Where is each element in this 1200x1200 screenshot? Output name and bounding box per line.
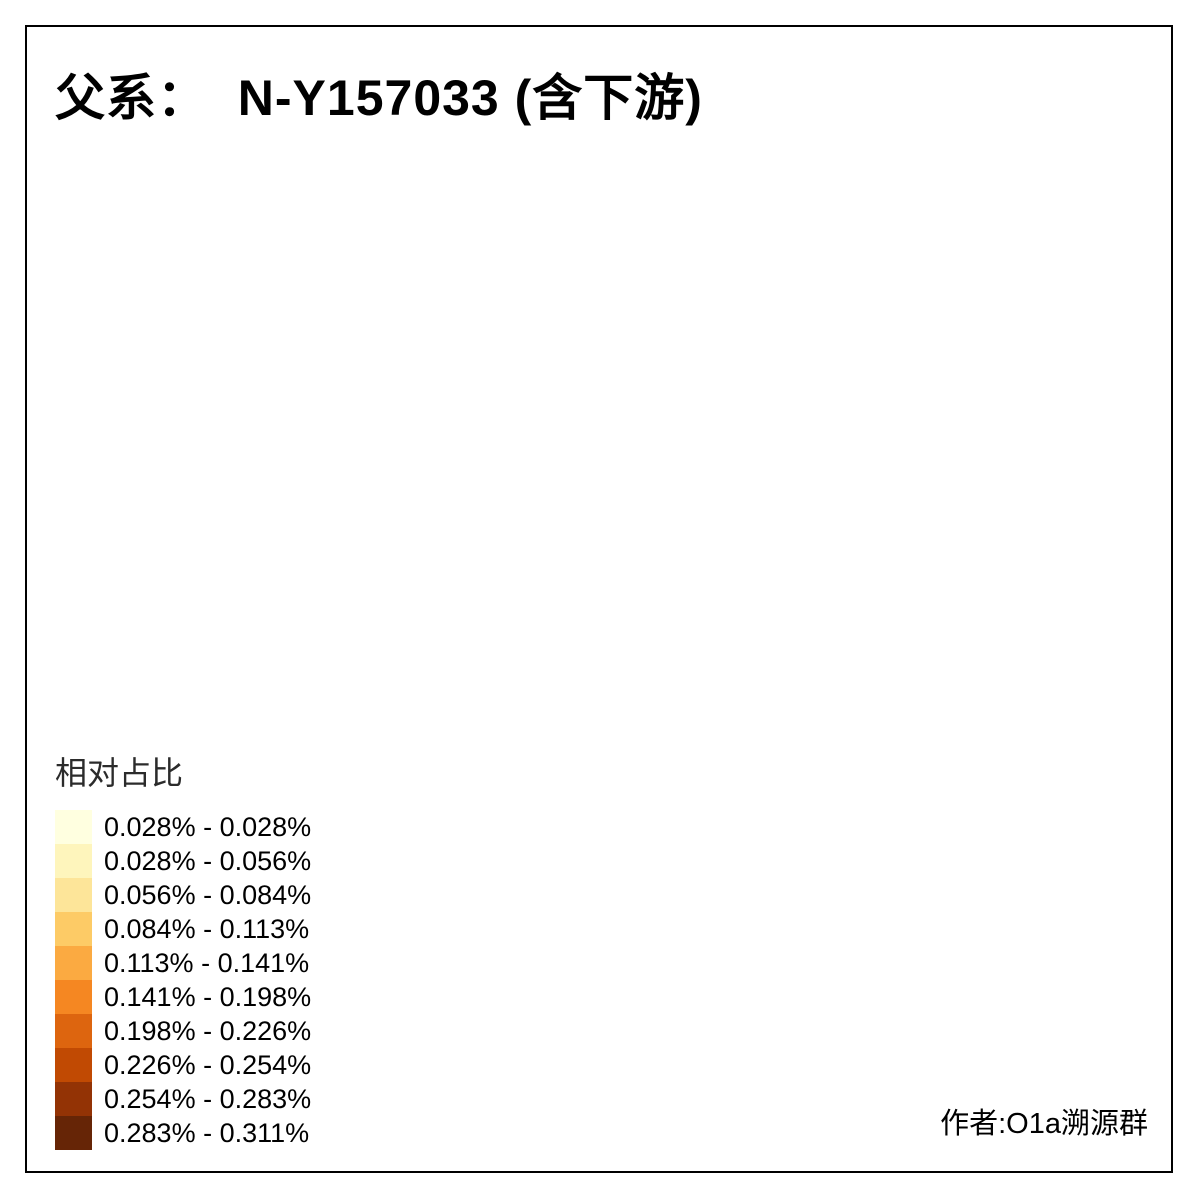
legend-item: 0.283% - 0.311%: [55, 1116, 385, 1150]
legend-swatch: [55, 1116, 92, 1150]
legend-swatch: [55, 1082, 92, 1116]
legend-swatch: [55, 1048, 92, 1082]
legend-label: 0.254% - 0.283%: [104, 1084, 312, 1114]
legend-label: 0.198% - 0.226%: [104, 1016, 312, 1046]
legend-swatch: [55, 980, 92, 1014]
attribution: 作者:O1a溯源群: [940, 1108, 1148, 1140]
page-title: 父系： N-Y157033 (含下游): [55, 70, 703, 126]
legend-swatch: [55, 878, 92, 912]
legend-label: 0.028% - 0.028%: [104, 812, 312, 842]
legend-swatch: [55, 946, 92, 980]
legend-item: 0.113% - 0.141%: [55, 946, 385, 980]
legend-swatch: [55, 844, 92, 878]
legend-item: 0.028% - 0.056%: [55, 844, 385, 878]
legend: 相对占比 0.028% - 0.028% 0.028% - 0.056% 0.0…: [55, 748, 385, 1150]
legend-item: 0.254% - 0.283%: [55, 1082, 385, 1116]
legend-swatch: [55, 912, 92, 946]
legend-swatch: [55, 810, 92, 844]
legend-label: 0.056% - 0.084%: [104, 880, 312, 910]
legend-item: 0.141% - 0.198%: [55, 980, 385, 1014]
legend-label: 0.141% - 0.198%: [104, 982, 312, 1012]
legend-item: 0.056% - 0.084%: [55, 878, 385, 912]
legend-label: 0.028% - 0.056%: [104, 846, 312, 876]
legend-label: 0.084% - 0.113%: [104, 914, 310, 944]
legend-label: 0.226% - 0.254%: [104, 1050, 312, 1080]
legend-item: 0.028% - 0.028%: [55, 810, 385, 844]
legend-title: 相对占比: [55, 755, 184, 791]
legend-item: 0.198% - 0.226%: [55, 1014, 385, 1048]
legend-swatch: [55, 1014, 92, 1048]
legend-label: 0.283% - 0.311%: [104, 1118, 310, 1148]
legend-item: 0.084% - 0.113%: [55, 912, 385, 946]
legend-item: 0.226% - 0.254%: [55, 1048, 385, 1082]
legend-label: 0.113% - 0.141%: [104, 948, 310, 978]
plot-frame: [25, 25, 1173, 1173]
